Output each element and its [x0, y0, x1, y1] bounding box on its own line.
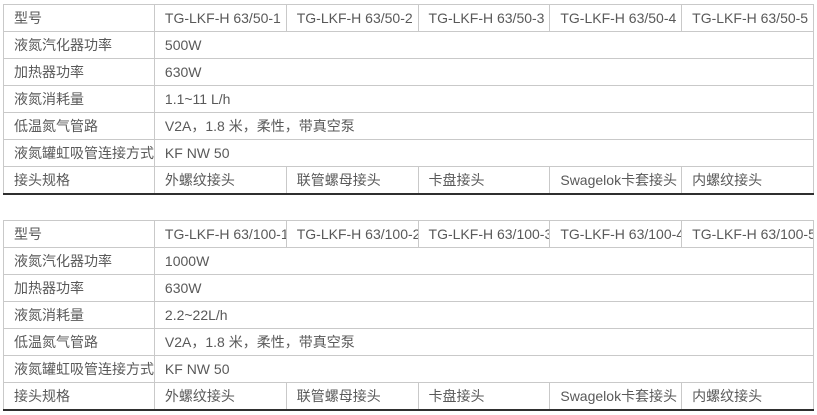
- row-value: 2.2~22L/h: [153, 301, 815, 329]
- connector-cell: Swagelok卡套接头: [549, 382, 683, 411]
- table-row-vaporizer-power: 液氮汽化器功率 1000W: [3, 247, 815, 275]
- row-value: KF NW 50: [153, 139, 815, 167]
- connector-cell: Swagelok卡套接头: [549, 166, 683, 195]
- model-cell: TG-LKF-H 63/100-3: [417, 220, 551, 248]
- row-label: 低温氮气管路: [3, 112, 155, 140]
- table-row-siphon-connection: 液氮罐虹吸管连接方式 KF NW 50: [3, 139, 815, 167]
- row-label: 液氮罐虹吸管连接方式: [3, 139, 155, 167]
- table-row-ln2-consumption: 液氮消耗量 2.2~22L/h: [3, 301, 815, 329]
- connector-cell: 内螺纹接头: [681, 382, 814, 411]
- table-row-cryo-line: 低温氮气管路 V2A，1.8 米，柔性，带真空泵: [3, 328, 815, 356]
- row-label-connector: 接头规格: [3, 166, 155, 195]
- row-label: 加热器功率: [3, 58, 155, 86]
- connector-cell: 外螺纹接头: [153, 166, 287, 195]
- model-cell: TG-LKF-H 63/100-2: [285, 220, 419, 248]
- table-row-model: 型号 TG-LKF-H 63/50-1 TG-LKF-H 63/50-2 TG-…: [3, 4, 814, 32]
- connector-cell: 联管螺母接头: [285, 382, 419, 411]
- table-row-siphon-connection: 液氮罐虹吸管连接方式 KF NW 50: [3, 355, 815, 383]
- table-row-ln2-consumption: 液氮消耗量 1.1~11 L/h: [3, 85, 815, 113]
- model-cell: TG-LKF-H 63/50-5: [681, 4, 814, 32]
- row-label: 加热器功率: [3, 274, 155, 302]
- row-label: 低温氮气管路: [3, 328, 155, 356]
- row-value: KF NW 50: [153, 355, 815, 383]
- row-label: 液氮汽化器功率: [3, 31, 155, 59]
- row-label-connector: 接头规格: [3, 382, 155, 411]
- row-label: 液氮消耗量: [3, 301, 155, 329]
- spec-table-63-50: 型号 TG-LKF-H 63/50-1 TG-LKF-H 63/50-2 TG-…: [3, 4, 815, 195]
- model-cell: TG-LKF-H 63/100-5: [681, 220, 814, 248]
- row-label: 液氮汽化器功率: [3, 247, 155, 275]
- row-value: 630W: [153, 274, 815, 302]
- row-value: 630W: [153, 58, 815, 86]
- connector-cell: 联管螺母接头: [285, 166, 419, 195]
- connector-cell: 内螺纹接头: [681, 166, 814, 195]
- row-value: 500W: [153, 31, 815, 59]
- row-value: V2A，1.8 米，柔性，带真空泵: [153, 328, 815, 356]
- spec-table-63-100: 型号 TG-LKF-H 63/100-1 TG-LKF-H 63/100-2 T…: [3, 220, 815, 411]
- model-cell: TG-LKF-H 63/50-1: [153, 4, 287, 32]
- row-value: 1.1~11 L/h: [153, 85, 815, 113]
- table-row-cryo-line: 低温氮气管路 V2A，1.8 米，柔性，带真空泵: [3, 112, 815, 140]
- table-row-heater-power: 加热器功率 630W: [3, 58, 815, 86]
- row-label-model: 型号: [3, 220, 155, 248]
- model-cell: TG-LKF-H 63/100-1: [153, 220, 287, 248]
- connector-cell: 外螺纹接头: [153, 382, 287, 411]
- model-cell: TG-LKF-H 63/50-2: [285, 4, 419, 32]
- model-cell: TG-LKF-H 63/100-4: [549, 220, 683, 248]
- model-cell: TG-LKF-H 63/50-4: [549, 4, 683, 32]
- row-label: 液氮消耗量: [3, 85, 155, 113]
- table-row-model: 型号 TG-LKF-H 63/100-1 TG-LKF-H 63/100-2 T…: [3, 220, 814, 248]
- table-row-vaporizer-power: 液氮汽化器功率 500W: [3, 31, 815, 59]
- row-label-model: 型号: [3, 4, 155, 32]
- table-row-heater-power: 加热器功率 630W: [3, 274, 815, 302]
- row-label: 液氮罐虹吸管连接方式: [3, 355, 155, 383]
- row-value: V2A，1.8 米，柔性，带真空泵: [153, 112, 815, 140]
- connector-cell: 卡盘接头: [417, 166, 551, 195]
- row-value: 1000W: [153, 247, 815, 275]
- connector-cell: 卡盘接头: [417, 382, 551, 411]
- model-cell: TG-LKF-H 63/50-3: [417, 4, 551, 32]
- table-row-connector-spec: 接头规格 外螺纹接头 联管螺母接头 卡盘接头 Swagelok卡套接头 内螺纹接…: [3, 382, 814, 411]
- table-row-connector-spec: 接头规格 外螺纹接头 联管螺母接头 卡盘接头 Swagelok卡套接头 内螺纹接…: [3, 166, 814, 195]
